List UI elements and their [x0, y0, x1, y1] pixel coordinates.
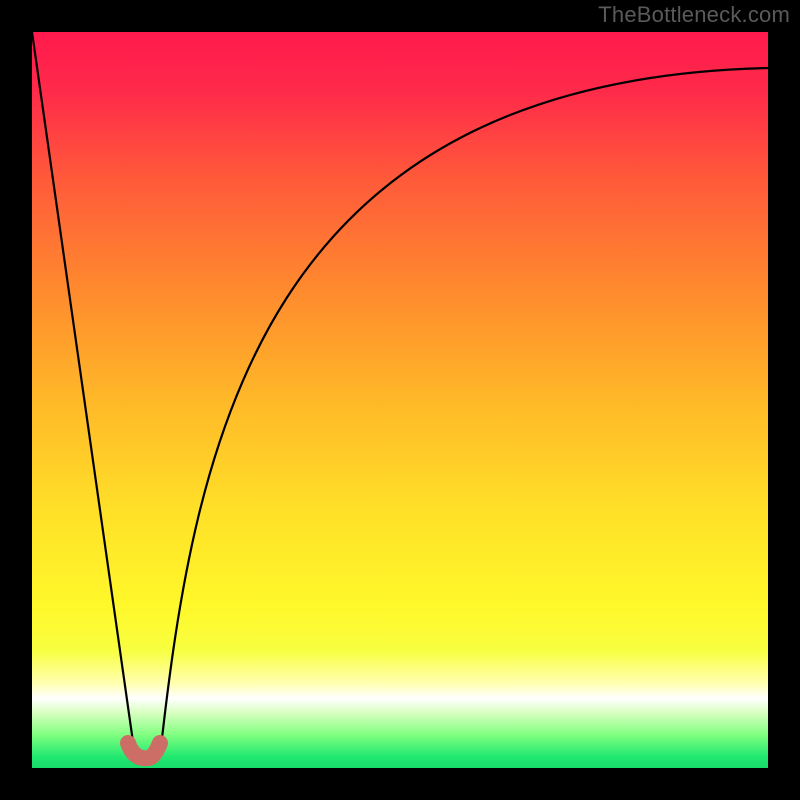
plot-gradient-background — [32, 32, 768, 768]
watermark-text: TheBottleneck.com — [598, 2, 790, 28]
chart-container: TheBottleneck.com — [0, 0, 800, 800]
bottleneck-curve-chart — [0, 0, 800, 800]
